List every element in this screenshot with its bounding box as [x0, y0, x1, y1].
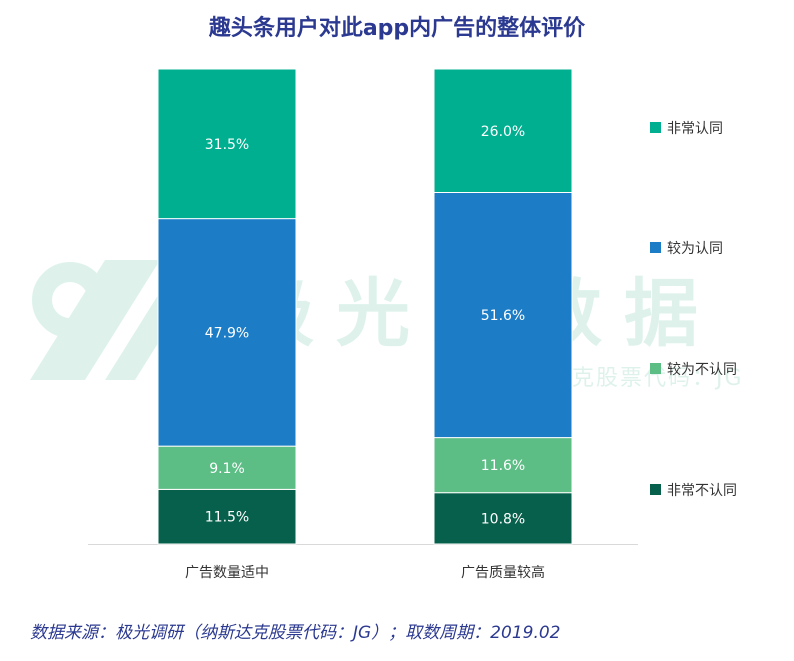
legend-swatch — [650, 484, 661, 495]
data-label: 11.5% — [205, 510, 249, 526]
x-tick-label: 广告质量较高 — [461, 564, 545, 581]
data-label: 9.1% — [209, 461, 245, 477]
x-tick-label: 广告数量适中 — [185, 565, 269, 581]
legend-label: 非常认同 — [667, 121, 723, 137]
legend-label: 非常不认同 — [667, 483, 737, 499]
legend-label: 较为不认同 — [667, 362, 737, 378]
bar-segment — [157, 218, 297, 447]
bar-segment — [433, 68, 573, 193]
data-label: 31.5% — [205, 137, 249, 153]
legend-label: 较为认同 — [667, 241, 723, 257]
data-label: 47.9% — [205, 325, 249, 341]
data-label: 51.6% — [481, 308, 525, 324]
legend-swatch — [650, 363, 661, 374]
bar-segment — [433, 492, 573, 545]
data-label: 26.0% — [481, 124, 525, 140]
chart-title: 趣头条用户对此app内广告的整体评价 — [208, 16, 586, 41]
data-label: 11.6% — [481, 458, 525, 474]
data-label: 10.8% — [481, 511, 525, 527]
legend-swatch — [650, 242, 661, 253]
bar-segment — [157, 68, 297, 220]
source-note: 数据来源：极光调研（纳斯达克股票代码：JG）；取数周期：2019.02 — [30, 623, 561, 643]
legend-swatch — [650, 122, 661, 133]
bar-segment — [433, 192, 573, 439]
bar-segment — [157, 445, 297, 490]
bar-segment — [157, 488, 297, 545]
